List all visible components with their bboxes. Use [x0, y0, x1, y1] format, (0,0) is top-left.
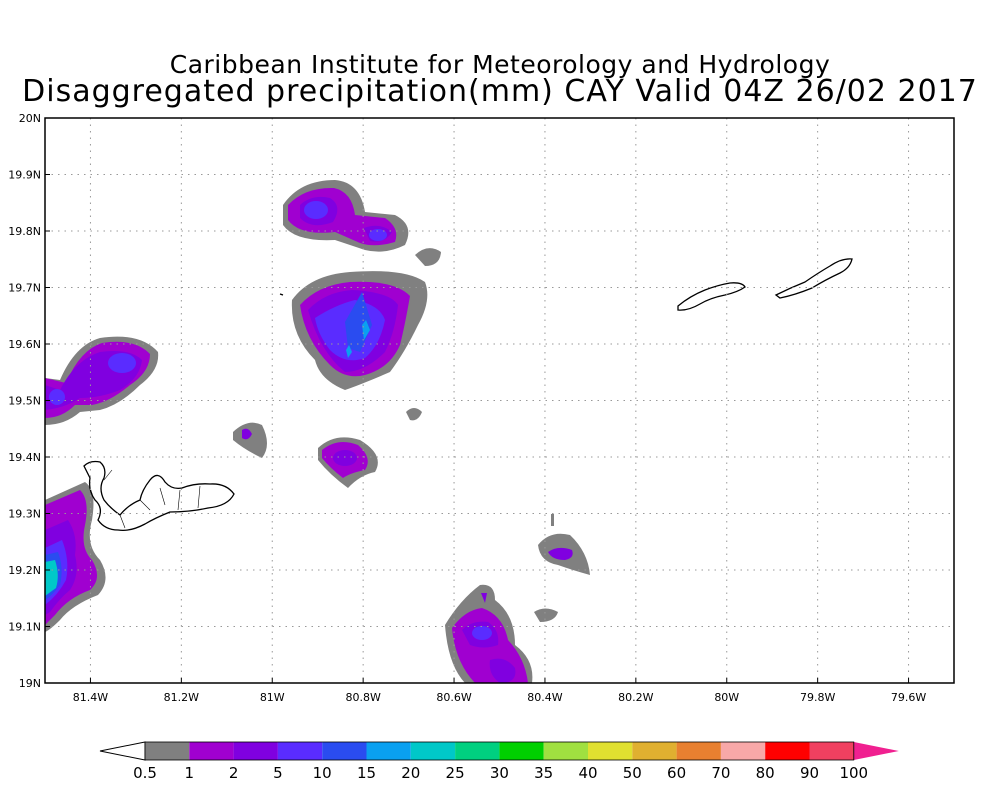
colorbar-label: 30 — [490, 764, 509, 782]
colorbar-label: 20 — [401, 764, 420, 782]
colorbar-label: 15 — [357, 764, 376, 782]
colorbar-swatch — [410, 742, 456, 760]
colorbar-swatch — [322, 742, 367, 760]
colorbar-label: 5 — [273, 764, 283, 782]
colorbar-label: 80 — [756, 764, 775, 782]
y-tick-label: 19.4N — [8, 451, 41, 464]
colorbar-swatch — [189, 742, 234, 760]
colorbar-swatch — [233, 742, 278, 760]
x-tick-label: 80.2W — [618, 691, 653, 704]
colorbar-label: 25 — [446, 764, 465, 782]
rain-core-blue — [472, 626, 492, 640]
rain-core-skyblue — [346, 320, 370, 358]
x-tick-label: 79.6W — [891, 691, 926, 704]
rain-cell-gray — [534, 608, 558, 622]
rain-core-teal — [45, 560, 58, 596]
colorbar-low-arrow — [99, 741, 146, 761]
y-tick-label: 19.5N — [8, 395, 41, 408]
colorbar-label: 90 — [800, 764, 819, 782]
colorbar-label: 1 — [185, 764, 195, 782]
x-tick-label: 81.4W — [73, 691, 108, 704]
colorbar-label: 35 — [534, 764, 553, 782]
colorbar-swatch — [366, 742, 411, 760]
colorbar-high-arrow — [853, 742, 899, 760]
y-tick-label: 19.1N — [8, 621, 41, 634]
colorbar-label: 0.5 — [133, 764, 157, 782]
rain-core-blue — [369, 229, 387, 241]
grand-cayman-districts — [103, 469, 201, 529]
rain-cell-violet — [548, 547, 573, 560]
colorbar-swatch — [676, 742, 721, 760]
y-tick-label: 19.2N — [8, 564, 41, 577]
colorbar-label: 100 — [839, 764, 868, 782]
map-title-line-2: Disaggregated precipitation(mm) CAY Vali… — [22, 74, 978, 109]
grand-cayman-coastline — [83, 460, 235, 532]
colorbar-swatch — [632, 742, 677, 760]
colorbar-swatch — [809, 742, 854, 760]
rain-cell-violet — [481, 593, 487, 603]
colorbar-label: 2 — [229, 764, 239, 782]
colorbar-swatch — [720, 742, 766, 760]
y-tick-label: 20N — [19, 112, 41, 125]
rain-core-blue — [108, 353, 136, 373]
rain-core-blue — [304, 201, 328, 219]
rain-cell-gray — [415, 248, 441, 266]
rain-core-blue — [49, 389, 65, 405]
colorbar-swatch — [499, 742, 544, 760]
colorbar-outline — [144, 741, 855, 761]
colorbar-swatch — [455, 742, 500, 760]
y-tick-label: 19.9N — [8, 169, 41, 182]
map-axes: 81.4W 81.2W 81W 80.8W 80.6W 80.4W 80.2W 80W 79.8… — [8, 112, 926, 704]
cayman-brac-coastline — [774, 258, 853, 299]
colorbar-swatch — [588, 742, 633, 760]
little-cayman-coastline — [677, 282, 746, 311]
x-tick-label: 81W — [260, 691, 285, 704]
colorbar-swatch — [543, 742, 588, 760]
colorbar-label: 40 — [578, 764, 597, 782]
x-tick-label: 79.8W — [800, 691, 835, 704]
x-tick-label: 80.8W — [345, 691, 380, 704]
x-tick-label: 80.4W — [527, 691, 562, 704]
x-tick-label: 81.2W — [164, 691, 199, 704]
y-tick-label: 19.6N — [8, 338, 41, 351]
precipitation-contours — [45, 180, 590, 683]
rain-core-violet — [333, 450, 357, 466]
colorbar-swatch — [145, 742, 190, 760]
map-gridlines — [45, 118, 954, 683]
colorbar-label: 10 — [313, 764, 332, 782]
rain-cell-gray — [233, 422, 267, 458]
sister-islet — [279, 293, 284, 296]
rain-cell-gray — [551, 514, 554, 526]
rain-cell-violet — [242, 428, 252, 440]
colorbar-label: 50 — [623, 764, 642, 782]
y-tick-label: 19.3N — [8, 508, 41, 521]
rain-cell-gray — [406, 408, 422, 421]
colorbar-swatch — [277, 742, 323, 760]
y-tick-label: 19N — [19, 677, 41, 690]
x-tick-label: 80.6W — [436, 691, 471, 704]
map-title-line-1: Caribbean Institute for Meteorology and … — [169, 50, 831, 79]
y-tick-label: 19.8N — [8, 225, 41, 238]
y-tick-label: 19.7N — [8, 282, 41, 295]
coastlines — [83, 258, 853, 532]
colorbar: 0.5 1 2 5 10 15 20 25 30 35 40 50 60 70 80 90 100 — [99, 741, 899, 782]
colorbar-label: 70 — [711, 764, 730, 782]
x-tick-label: 80W — [714, 691, 739, 704]
colorbar-swatch — [765, 742, 810, 760]
colorbar-label: 60 — [667, 764, 686, 782]
